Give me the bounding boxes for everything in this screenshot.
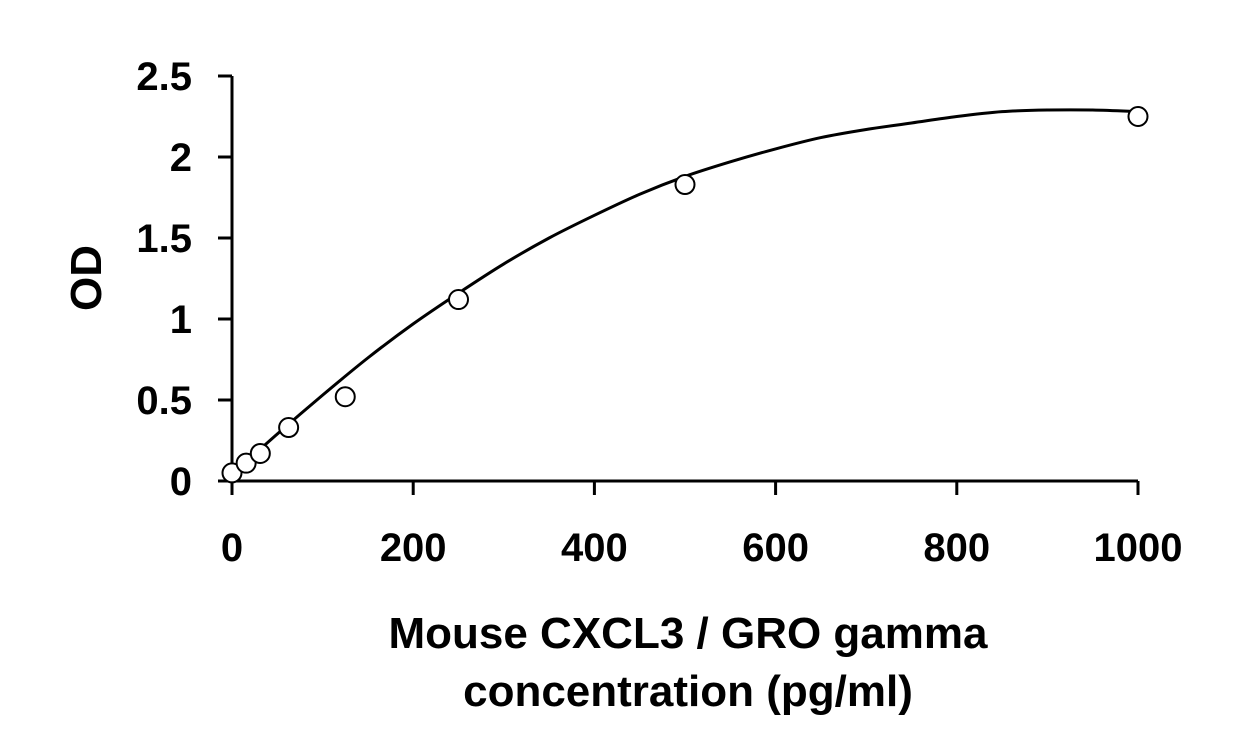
x-tick-label: 1000 xyxy=(1094,526,1183,570)
x-axis-title-line-2: concentration (pg/ml) xyxy=(463,667,913,716)
y-axis-title: OD xyxy=(62,245,111,311)
data-point xyxy=(221,462,243,484)
fit-curve xyxy=(231,108,1139,476)
data-point xyxy=(1127,106,1149,127)
x-tick-label: 200 xyxy=(380,526,447,570)
y-tick-label: 2.5 xyxy=(136,55,192,99)
x-tick-label: 800 xyxy=(923,526,990,570)
y-tick-label: 1.5 xyxy=(136,217,192,261)
x-tick-label: 0 xyxy=(221,526,243,570)
y-tick-label: 0.5 xyxy=(136,379,192,423)
data-point xyxy=(235,452,257,474)
x-tick-label: 600 xyxy=(742,526,809,570)
data-point xyxy=(249,442,271,464)
x-axis-title-line-1: Mouse CXCL3 / GRO gamma xyxy=(388,609,988,658)
y-tick-label: 0 xyxy=(170,460,192,504)
ticks: 0 0.5 1 1.5 2 2.5 0 200 400 600 800 1000 xyxy=(136,55,1182,570)
data-point xyxy=(334,386,356,408)
data-point xyxy=(674,174,696,196)
x-tick-label: 400 xyxy=(561,526,628,570)
y-tick-label: 1 xyxy=(170,298,192,342)
y-tick-label: 2 xyxy=(170,136,192,180)
data-points xyxy=(221,106,1149,484)
data-point xyxy=(278,417,300,439)
fit-curve-layer xyxy=(231,108,1139,476)
data-point xyxy=(448,289,469,311)
axes xyxy=(230,76,1138,483)
axis-titles: OD Mouse CXCL3 / GRO gamma concentration… xyxy=(62,245,988,716)
